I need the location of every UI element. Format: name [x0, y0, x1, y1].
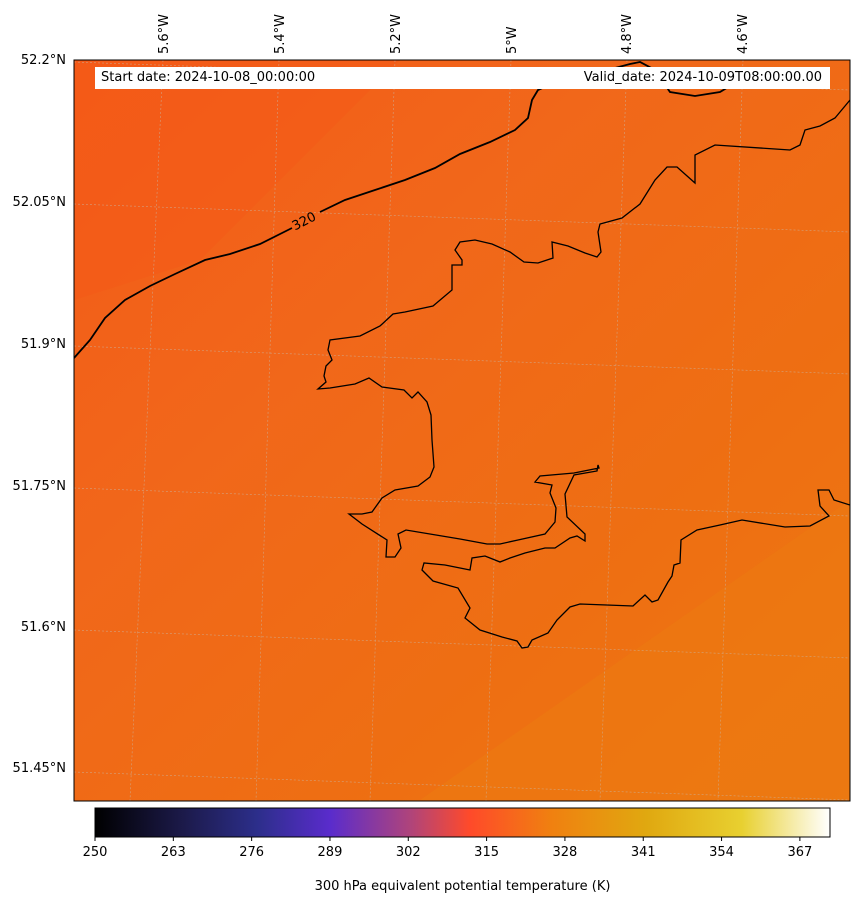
start-date-text: Start date: 2024-10-08_00:00:00 [101, 70, 316, 85]
colorbar-tick-label: 263 [160, 845, 186, 860]
lat-tick-label: 51.9°N [21, 337, 66, 352]
colorbar-tick-label: 341 [630, 845, 656, 860]
lon-tick-label: 4.8°W [620, 14, 635, 54]
colorbar-tick-label: 315 [474, 845, 500, 860]
lon-tick-label: 5.4°W [273, 14, 288, 54]
lon-tick-label: 4.6°W [736, 14, 751, 54]
colorbar-tick-label: 367 [787, 845, 813, 860]
lon-tick-label: 5°W [505, 26, 520, 54]
colorbar-tick-label: 276 [239, 845, 265, 860]
graticule [74, 60, 850, 801]
colorbar-tick-label: 289 [317, 845, 343, 860]
lat-tick-label: 52.05°N [13, 195, 66, 210]
valid-date-text: Valid_date: 2024-10-09T08:00:00.00 [583, 70, 822, 85]
colorbar-tick-label: 250 [82, 845, 108, 860]
lat-tick-label: 52.2°N [21, 53, 66, 68]
warm-band [74, 60, 400, 300]
lon-tick-labels: 5.6°W 5.4°W 5.2°W 5°W 4.8°W 4.6°W [157, 14, 751, 54]
lat-tick-label: 51.75°N [13, 479, 66, 494]
coastline [316, 99, 850, 649]
colorbar-label: 300 hPa equivalent potential temperature… [314, 879, 611, 894]
colorbar-tick-label: 328 [552, 845, 578, 860]
map-frame [73, 59, 851, 802]
map-area[interactable]: 320 [74, 60, 850, 801]
lat-tick-label: 51.45°N [13, 761, 66, 776]
colorbar-tick-marks [94, 837, 801, 841]
colorbar [94, 807, 831, 838]
lon-tick-label: 5.2°W [389, 14, 404, 54]
contour-320 [74, 61, 761, 359]
lon-tick-label: 5.6°W [157, 14, 172, 54]
date-info-box: Start date: 2024-10-08_00:00:00 Valid_da… [95, 67, 830, 89]
colorbar-tick-label: 354 [709, 845, 734, 860]
lat-tick-label: 51.6°N [21, 620, 66, 635]
colorbar-tick-label: 302 [395, 845, 421, 860]
